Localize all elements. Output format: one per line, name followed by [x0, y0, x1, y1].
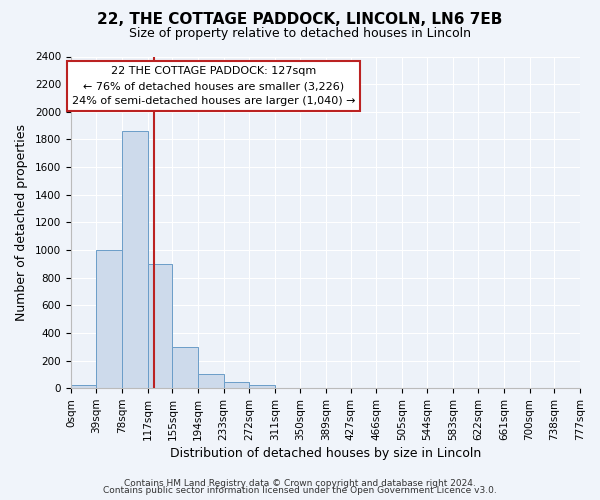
- Text: 22, THE COTTAGE PADDOCK, LINCOLN, LN6 7EB: 22, THE COTTAGE PADDOCK, LINCOLN, LN6 7E…: [97, 12, 503, 28]
- Bar: [249, 385, 275, 388]
- Text: Size of property relative to detached houses in Lincoln: Size of property relative to detached ho…: [129, 28, 471, 40]
- Y-axis label: Number of detached properties: Number of detached properties: [15, 124, 28, 321]
- Bar: [71, 385, 97, 388]
- Bar: [122, 131, 148, 388]
- Bar: [198, 374, 224, 388]
- X-axis label: Distribution of detached houses by size in Lincoln: Distribution of detached houses by size …: [170, 447, 481, 460]
- Bar: [224, 382, 249, 388]
- Bar: [97, 250, 122, 388]
- Text: 22 THE COTTAGE PADDOCK: 127sqm
← 76% of detached houses are smaller (3,226)
24% : 22 THE COTTAGE PADDOCK: 127sqm ← 76% of …: [72, 66, 355, 106]
- Text: Contains public sector information licensed under the Open Government Licence v3: Contains public sector information licen…: [103, 486, 497, 495]
- Text: Contains HM Land Registry data © Crown copyright and database right 2024.: Contains HM Land Registry data © Crown c…: [124, 478, 476, 488]
- Bar: [148, 264, 172, 388]
- Bar: [172, 346, 198, 388]
